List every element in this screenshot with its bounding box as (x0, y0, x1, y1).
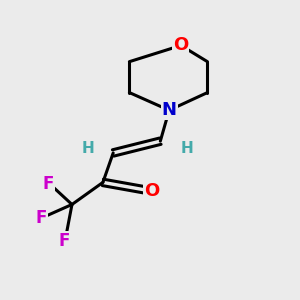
Text: F: F (43, 175, 54, 193)
Text: N: N (162, 101, 177, 119)
Text: O: O (173, 37, 188, 55)
Text: O: O (144, 182, 159, 200)
Text: H: H (180, 141, 193, 156)
Text: F: F (59, 232, 70, 250)
Text: H: H (82, 141, 94, 156)
Text: F: F (35, 209, 47, 227)
